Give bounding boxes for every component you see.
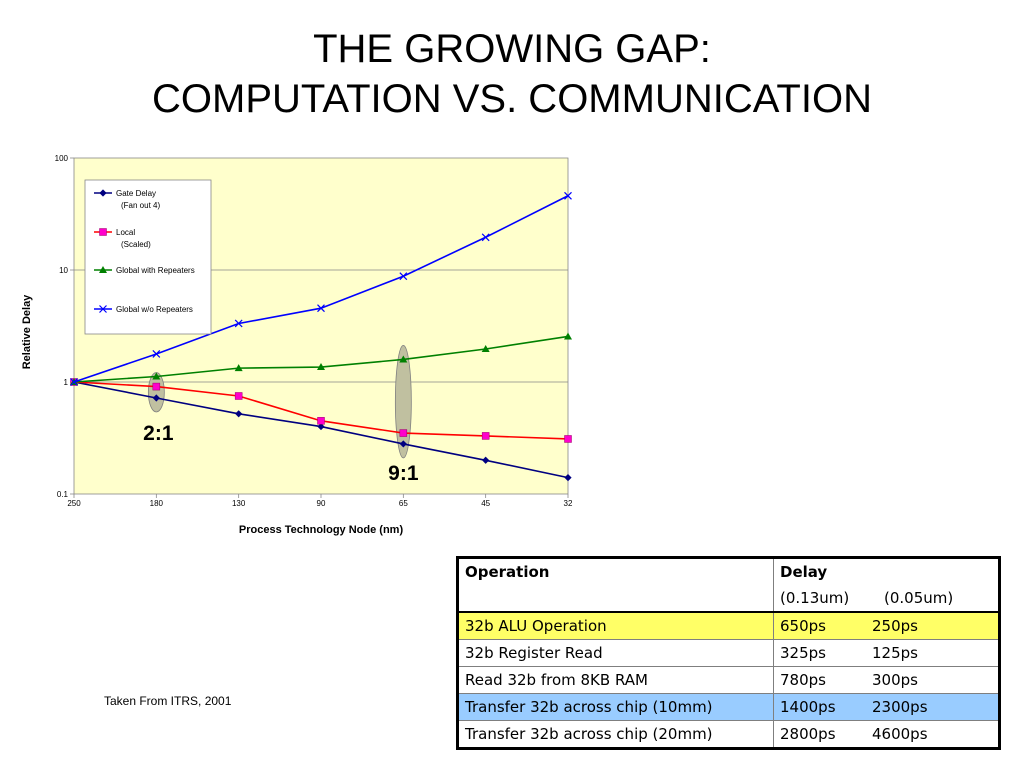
data-point-square — [152, 382, 161, 391]
delay-013um: 650ps — [780, 617, 826, 635]
data-point-triangle — [99, 266, 107, 273]
subheader-blank — [457, 585, 774, 613]
x-tick-label: 250 — [67, 499, 81, 508]
data-point-square — [234, 392, 243, 400]
delay-005um: 300ps — [872, 671, 918, 689]
table-subheader-row: (0.13um) (0.05um) — [457, 585, 1000, 613]
data-point-x — [234, 319, 243, 328]
data-point-x — [99, 305, 107, 313]
row-operation: Transfer 32b across chip (10mm) — [457, 693, 774, 721]
data-point-square — [481, 432, 490, 440]
row-operation: Read 32b from 8KB RAM — [457, 666, 774, 694]
x-axis-title: Process Technology Node (nm) — [239, 524, 404, 536]
row-delays: 650ps 250ps — [773, 611, 1000, 640]
y-axis-ticks: 0.1 1 10 100 — [55, 154, 74, 499]
data-point-square — [564, 435, 572, 443]
delay-005um: 250ps — [872, 617, 918, 635]
data-point-x — [70, 378, 78, 386]
table-row: 32b ALU Operation 650ps 250ps — [457, 611, 1000, 640]
y-axis-title: Relative Delay — [21, 294, 33, 369]
row-delays: 780ps 300ps — [773, 666, 1000, 694]
x-tick-label: 90 — [317, 499, 326, 508]
delay-013um: 1400ps — [780, 698, 836, 716]
ratio-ellipses — [147, 345, 412, 459]
subheader-nodes: (0.13um) (0.05um) — [773, 585, 1000, 613]
title-line-1: THE GROWING GAP: — [313, 27, 711, 71]
x-tick-label: 65 — [399, 499, 408, 508]
data-point-triangle — [317, 363, 325, 371]
table-row: Transfer 32b across chip (20mm) 2800ps 46… — [457, 720, 1000, 749]
data-point-x — [152, 350, 161, 358]
ratio-label: 9:1 — [388, 462, 419, 485]
x-axis-ticks: 250 180 130 90 65 45 32 — [67, 494, 573, 508]
subheader-013um: (0.13um) — [780, 589, 850, 607]
row-operation: 32b ALU Operation — [457, 611, 774, 640]
data-point-square — [99, 228, 107, 236]
table-row: 32b Register Read 325ps 125ps — [457, 639, 1000, 667]
data-point-x — [317, 304, 325, 313]
data-point-diamond — [399, 440, 407, 448]
data-point-diamond — [317, 422, 325, 431]
data-point-triangle — [399, 355, 408, 363]
data-point-x — [564, 191, 572, 200]
y-tick-label: 100 — [55, 154, 69, 163]
x-tick-label: 180 — [150, 499, 164, 508]
data-point-triangle — [564, 332, 572, 340]
legend-label: Global w/o Repeaters — [116, 305, 193, 314]
source-note: Taken From ITRS, 2001 — [104, 694, 232, 708]
slide-title: THE GROWING GAP: COMPUTATION VS. COMMUNI… — [0, 24, 1024, 124]
delay-005um: 125ps — [872, 644, 918, 662]
row-delays: 1400ps 2300ps — [773, 693, 1000, 721]
delay-table: Operation Delay (0.13um) (0.05um) 32b ALU… — [456, 556, 1001, 750]
table-row: Transfer 32b across chip (10mm) 1400ps 23… — [457, 693, 1000, 721]
series-lines — [70, 191, 572, 482]
delay-005um: 2300ps — [872, 698, 928, 716]
ratio-ellipse — [394, 345, 412, 459]
data-point-diamond — [152, 394, 160, 402]
row-operation: 32b Register Read — [457, 639, 774, 667]
header-delay: Delay — [773, 557, 1000, 585]
x-tick-label: 45 — [481, 499, 490, 508]
data-point-square — [317, 417, 325, 425]
y-tick-label: 1 — [64, 378, 69, 387]
data-point-triangle — [234, 364, 243, 372]
legend-label: Local — [116, 228, 135, 237]
title-line-2: COMPUTATION VS. COMMUNICATION — [152, 77, 872, 121]
data-point-diamond — [235, 410, 243, 418]
y-tick-label: 0.1 — [57, 490, 69, 499]
data-point-diamond — [564, 474, 572, 482]
ratio-label: 2:1 — [143, 422, 174, 445]
delay-005um: 4600ps — [872, 725, 928, 743]
header-operation: Operation — [457, 557, 774, 585]
legend-label: Global with Repeaters — [116, 266, 195, 275]
table-row: Read 32b from 8KB RAM 780ps 300ps — [457, 666, 1000, 694]
data-point-square — [399, 429, 408, 437]
legend-sublabel: (Fan out 4) — [121, 201, 160, 210]
x-tick-label: 130 — [232, 499, 246, 508]
data-point-diamond — [99, 189, 107, 197]
delay-013um: 2800ps — [780, 725, 836, 743]
data-point-diamond — [482, 456, 490, 464]
data-point-triangle — [152, 372, 161, 380]
data-point-x — [399, 272, 408, 281]
delay-013um: 325ps — [780, 644, 826, 662]
y-tick-label: 10 — [59, 266, 68, 275]
row-delays: 2800ps 4600ps — [773, 720, 1000, 749]
x-tick-label: 32 — [564, 499, 573, 508]
legend: Gate Delay (Fan out 4) Local (Scaled) Global… — [84, 179, 212, 335]
legend-sublabel: (Scaled) — [121, 240, 151, 249]
data-point-triangle — [481, 345, 490, 353]
table-header-row: Operation Delay — [457, 557, 1000, 585]
row-operation: Transfer 32b across chip (20mm) — [457, 720, 774, 749]
ratio-annotations: 2:1 9:1 — [143, 422, 419, 485]
row-delays: 325ps 125ps — [773, 639, 1000, 667]
delay-013um: 780ps — [780, 671, 826, 689]
data-point-x — [481, 233, 490, 242]
legend-label: Gate Delay — [116, 189, 156, 198]
subheader-005um: (0.05um) — [884, 589, 954, 607]
delay-chart: 0.1 1 10 100 250 180 130 90 65 45 32 Gate Delay (F… — [21, 154, 573, 536]
